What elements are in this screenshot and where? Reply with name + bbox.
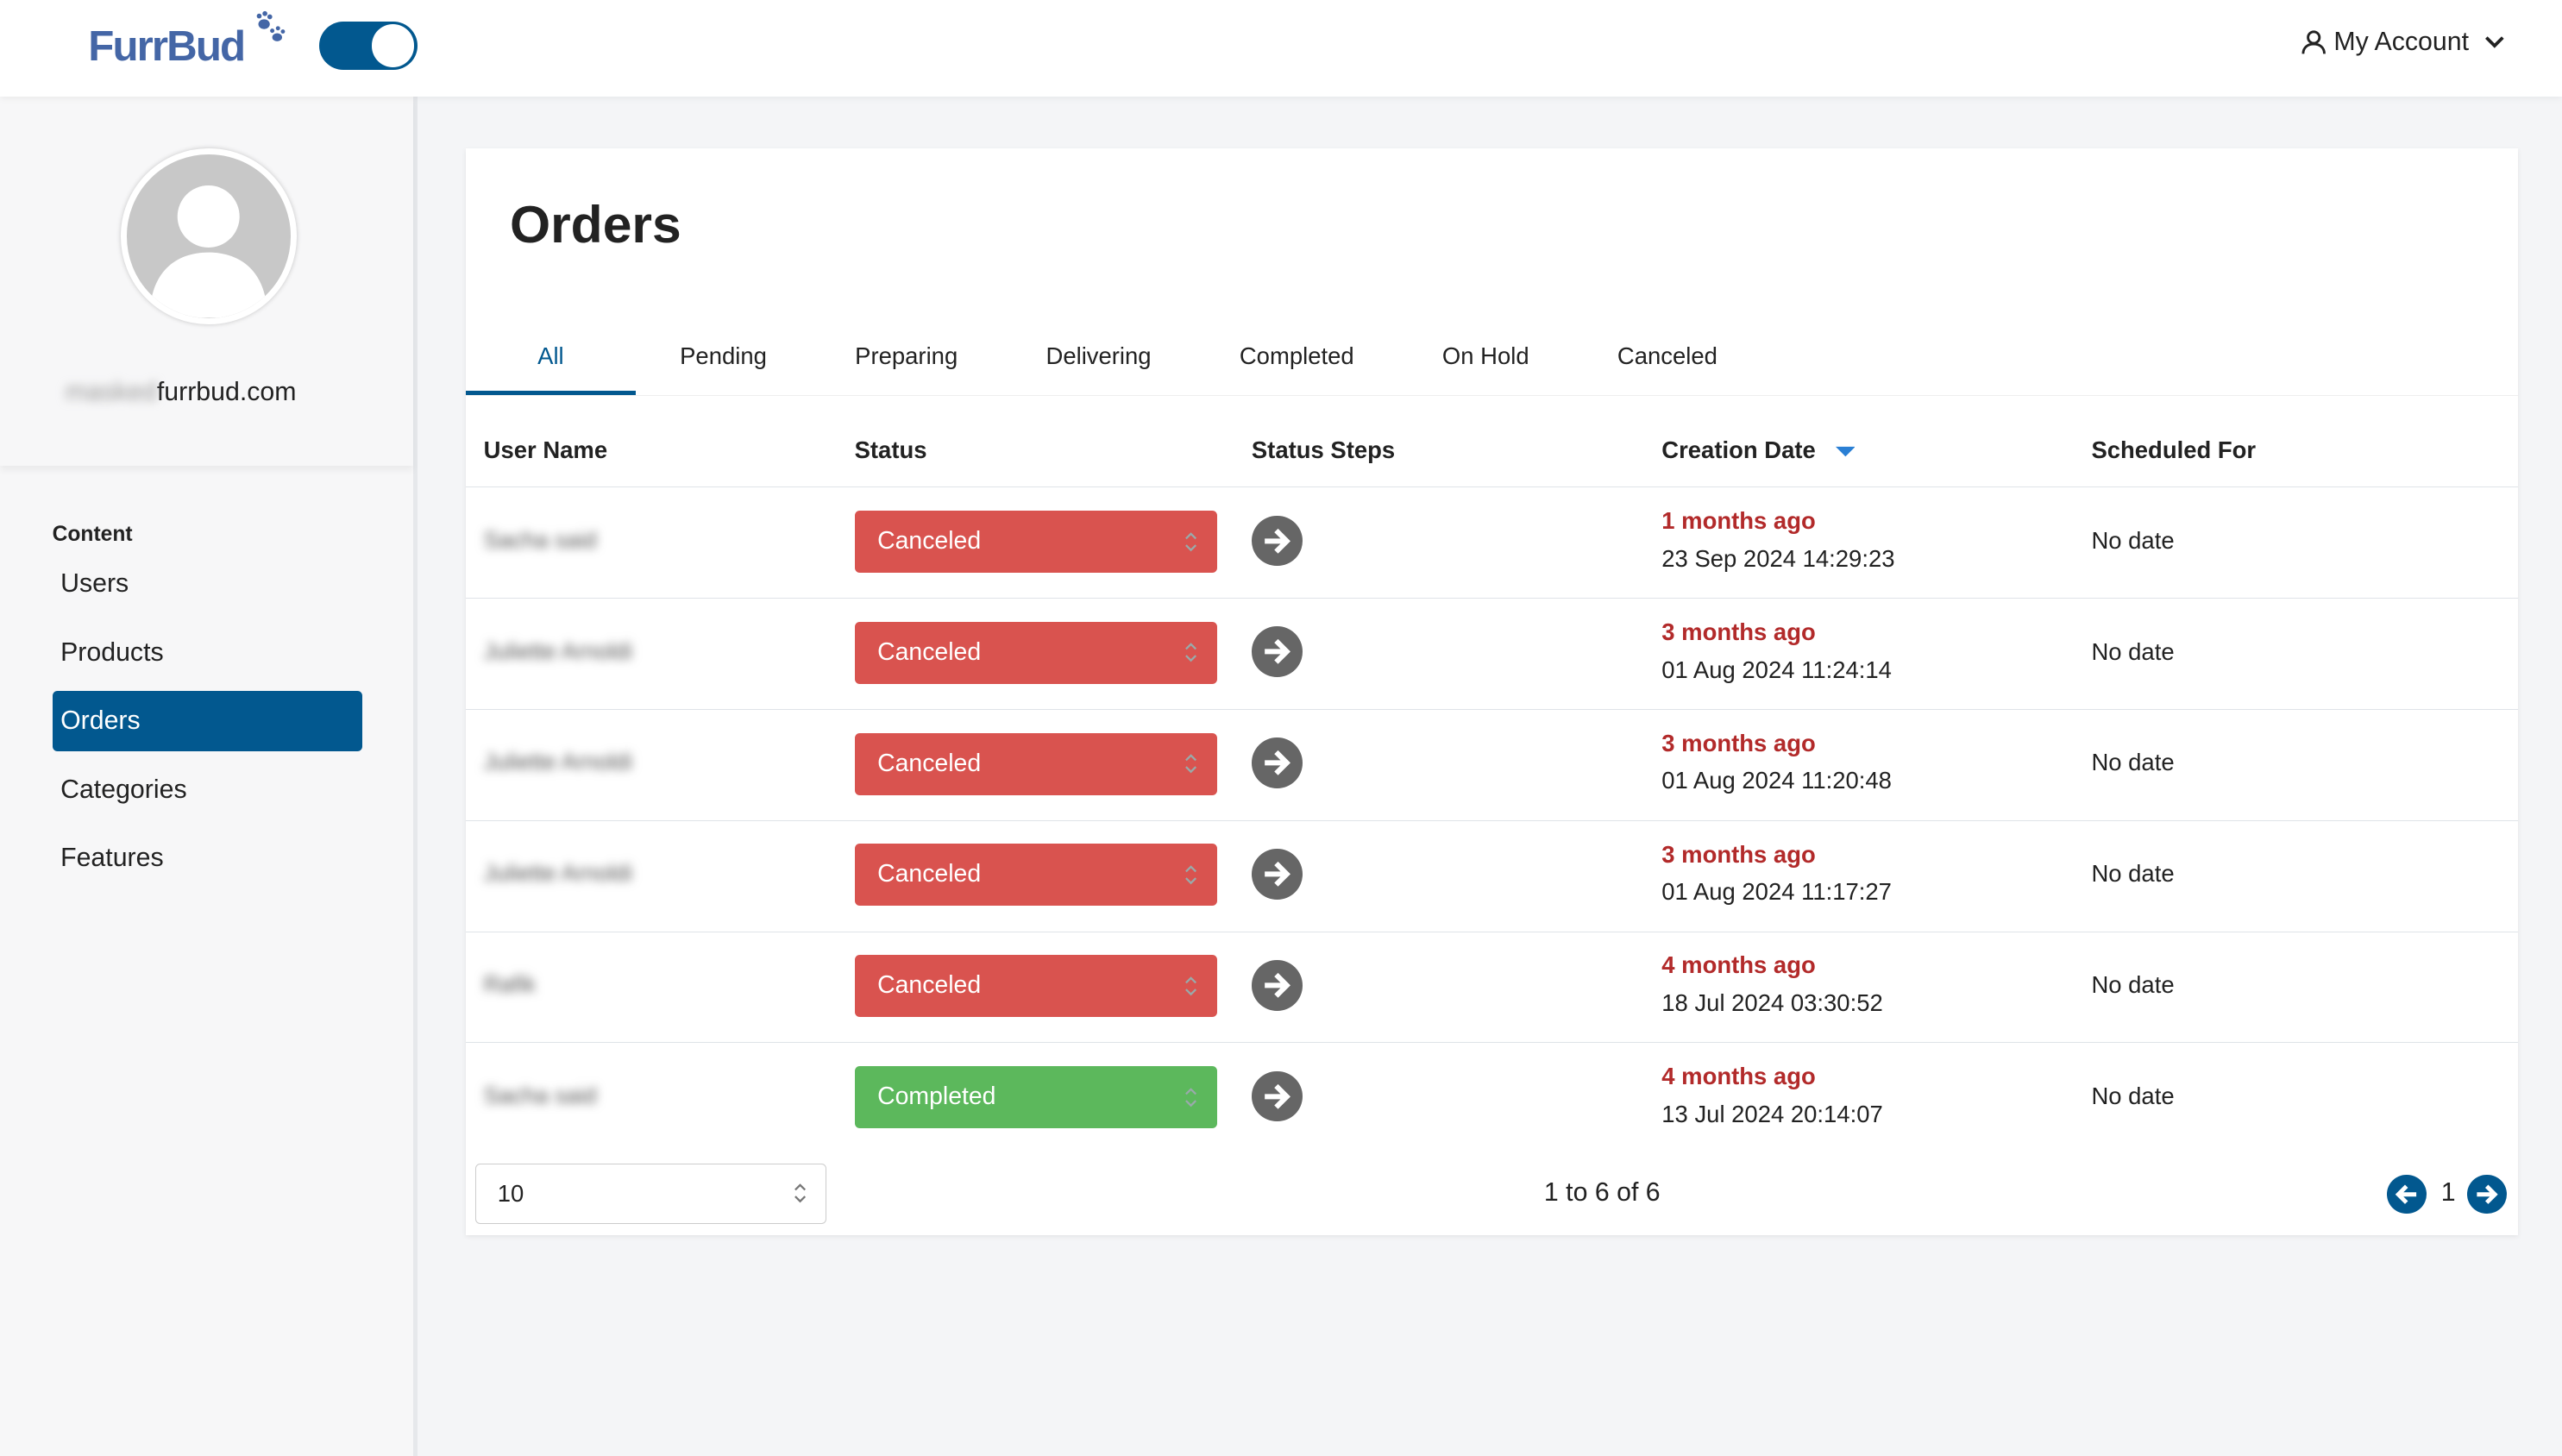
col-scheduled-for[interactable]: Scheduled For	[2091, 436, 2257, 463]
relative-date: 4 months ago	[1661, 1063, 1816, 1090]
scheduled-for: No date	[2091, 526, 2175, 554]
page-size-select[interactable]: 10	[475, 1163, 827, 1224]
brand: FurrBud	[88, 9, 418, 81]
arrow-right-icon[interactable]	[1251, 515, 1303, 567]
avatar	[121, 148, 297, 324]
col-status-steps[interactable]: Status Steps	[1251, 436, 1396, 463]
tab-completed[interactable]: Completed	[1239, 342, 1354, 370]
status-select[interactable]: Canceled	[854, 955, 1218, 1018]
sidebar-item-products[interactable]: Products	[60, 637, 164, 667]
col-user-name[interactable]: User Name	[483, 436, 608, 463]
user-name: Juliette Arnoldi	[483, 637, 632, 664]
relative-date: 3 months ago	[1661, 618, 1816, 645]
select-arrows-icon	[1185, 865, 1197, 885]
user-name: Sacha said	[483, 526, 597, 553]
top-bar: FurrBud My Account	[0, 0, 2562, 97]
tab-canceled[interactable]: Canceled	[1617, 342, 1717, 370]
scheduled-for: No date	[2091, 971, 2175, 999]
orders-card: Orders All Pending Preparing Delivering …	[465, 148, 2518, 1235]
select-arrows-icon	[1185, 1087, 1197, 1107]
logo[interactable]: FurrBud	[88, 22, 246, 70]
page-title: Orders	[509, 195, 681, 254]
user-email: maskedfurrbud.com	[65, 377, 297, 406]
status-select[interactable]: Canceled	[854, 844, 1218, 907]
creation-date: 01 Aug 2024 11:17:27	[1661, 878, 1892, 906]
scheduled-for: No date	[2091, 637, 2175, 665]
sort-desc-icon	[1835, 446, 1856, 456]
user-name: Juliette Arnoldi	[483, 860, 632, 887]
creation-date: 18 Jul 2024 03:30:52	[1661, 988, 1883, 1016]
table-row: Sacha said Completed 4 months ago 13 Jul…	[465, 1042, 2518, 1154]
status-select[interactable]: Canceled	[854, 510, 1218, 573]
creation-date: 23 Sep 2024 14:29:23	[1661, 544, 1895, 572]
tab-preparing[interactable]: Preparing	[855, 342, 958, 370]
next-page-icon[interactable]	[2467, 1174, 2507, 1214]
sidebar-item-orders[interactable]: Orders	[52, 691, 363, 752]
select-arrows-icon	[1185, 643, 1197, 662]
scheduled-for: No date	[2091, 1082, 2175, 1109]
section-heading: Content	[52, 523, 133, 547]
creation-date: 13 Jul 2024 20:14:07	[1661, 1100, 1883, 1127]
select-arrows-icon	[794, 1183, 806, 1203]
scheduled-for: No date	[2091, 860, 2175, 888]
my-account-menu[interactable]: My Account	[2301, 28, 2514, 57]
arrow-right-icon[interactable]	[1251, 1070, 1303, 1122]
arrow-right-icon[interactable]	[1251, 626, 1303, 678]
tab-pending[interactable]: Pending	[680, 342, 767, 370]
chevron-down-icon	[2485, 36, 2505, 48]
current-page[interactable]: 1	[2440, 1177, 2456, 1207]
col-status[interactable]: Status	[854, 436, 927, 463]
select-arrows-icon	[1185, 976, 1197, 996]
select-arrows-icon	[1185, 531, 1197, 552]
tab-on-hold[interactable]: On Hold	[1441, 342, 1529, 370]
table-row: Juliette Arnoldi Canceled 3 months ago 0…	[465, 819, 2518, 932]
sidebar-item-users[interactable]: Users	[60, 569, 129, 599]
arrow-right-icon[interactable]	[1251, 849, 1303, 900]
creation-date: 01 Aug 2024 11:20:48	[1661, 767, 1892, 794]
status-select[interactable]: Canceled	[854, 732, 1218, 795]
user-name: Juliette Arnoldi	[483, 749, 632, 775]
paw-icon	[256, 11, 286, 42]
table-row: Sacha said Canceled 1 months ago 23 Sep …	[465, 486, 2518, 599]
sidebar: maskedfurrbud.com Content Users Products…	[0, 96, 418, 1456]
user-name: Rafik	[483, 971, 537, 998]
select-arrows-icon	[1185, 754, 1197, 774]
col-creation-date[interactable]: Creation Date	[1661, 436, 1856, 464]
relative-date: 4 months ago	[1661, 951, 1816, 979]
sidebar-item-categories[interactable]: Categories	[60, 775, 187, 804]
table-row: Juliette Arnoldi Canceled 3 months ago 0…	[465, 598, 2518, 710]
scheduled-for: No date	[2091, 749, 2175, 776]
table-row: Rafik Canceled 4 months ago 18 Jul 2024 …	[465, 931, 2518, 1044]
account-label: My Account	[2333, 28, 2469, 57]
user-icon	[2301, 30, 2326, 54]
tab-all[interactable]: All	[465, 322, 636, 396]
relative-date: 3 months ago	[1661, 729, 1816, 756]
theme-toggle[interactable]	[319, 21, 418, 71]
arrow-right-icon[interactable]	[1251, 959, 1303, 1011]
sidebar-item-features[interactable]: Features	[60, 844, 164, 873]
table-row: Juliette Arnoldi Canceled 3 months ago 0…	[465, 709, 2518, 821]
relative-date: 3 months ago	[1661, 840, 1816, 868]
status-select[interactable]: Canceled	[854, 621, 1218, 684]
creation-date: 01 Aug 2024 11:24:14	[1661, 656, 1892, 683]
status-select[interactable]: Completed	[854, 1065, 1218, 1128]
relative-date: 1 months ago	[1661, 507, 1816, 535]
user-name: Sacha said	[483, 1082, 597, 1108]
arrow-right-icon[interactable]	[1251, 737, 1303, 788]
status-tabs: All Pending Preparing Delivering Complet…	[465, 322, 2518, 397]
prev-page-icon[interactable]	[2387, 1174, 2427, 1214]
tab-delivering[interactable]: Delivering	[1046, 342, 1152, 370]
pagination-range: 1 to 6 of 6	[1543, 1177, 1661, 1207]
